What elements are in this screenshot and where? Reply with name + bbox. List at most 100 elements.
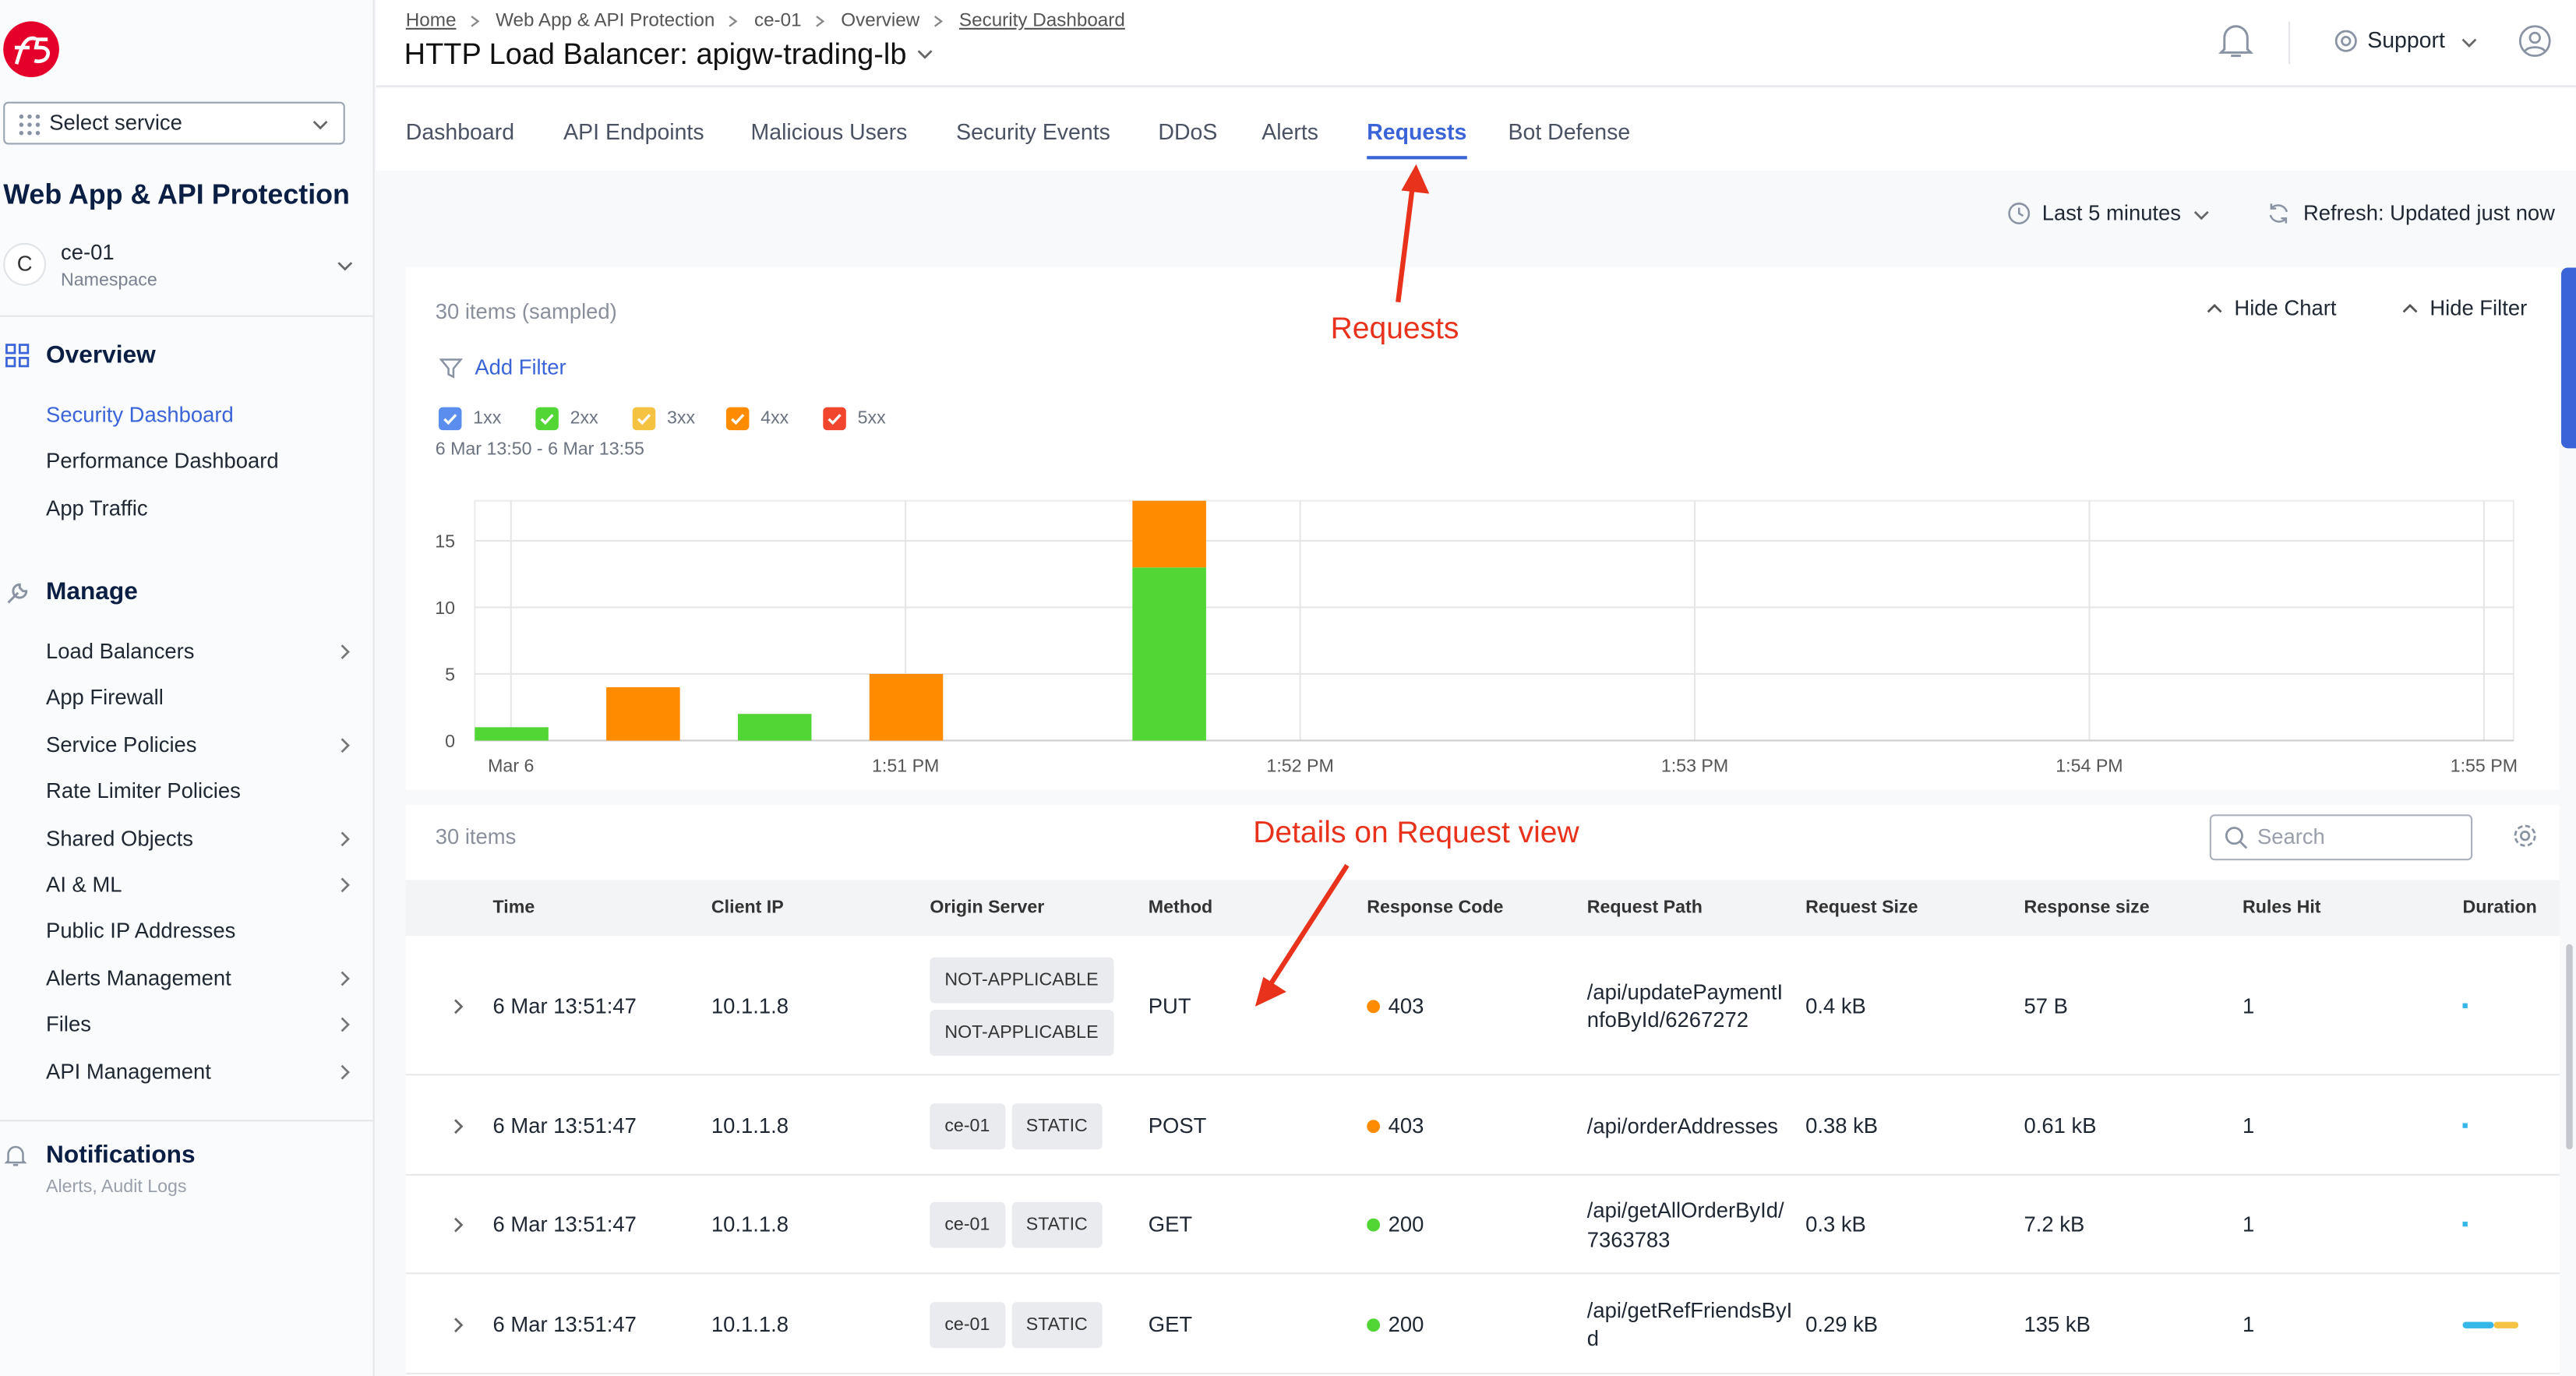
duration-mark (2462, 1221, 2468, 1227)
select-service[interactable]: Select service (3, 101, 345, 145)
nav-item[interactable]: Load Balancers (46, 638, 195, 664)
nav-item[interactable]: Security Dashboard (46, 402, 234, 427)
chevron (2193, 210, 2209, 221)
tab[interactable]: Malicious Users (750, 119, 908, 145)
search-box[interactable]: Search (2209, 814, 2473, 861)
breadcrumb[interactable]: ce-01 (753, 11, 802, 32)
tab[interactable]: Dashboard (405, 119, 515, 145)
hide-filter[interactable]: Hide Filter (2430, 295, 2528, 320)
cell-method: POST (1148, 1112, 1207, 1138)
nav-item[interactable]: Files (46, 1011, 91, 1037)
cell-method: GET (1148, 1311, 1193, 1336)
legend-checkbox[interactable] (823, 407, 846, 431)
origin-tags: ce-01 STATIC (930, 1201, 1135, 1248)
status-dot (1367, 1119, 1381, 1133)
cell-request-path: /api/getAllOrderById/7363783 (1586, 1198, 1784, 1251)
column-header: Rules Hit (2242, 898, 2321, 919)
breadcrumb[interactable]: Home (405, 11, 457, 32)
side-tab[interactable] (2560, 267, 2576, 449)
nav-item[interactable]: API Management (46, 1058, 211, 1084)
nav-item[interactable]: App Firewall (46, 685, 164, 711)
cell-client-ip: 10.1.1.8 (711, 992, 789, 1018)
duration-mark (2462, 1002, 2468, 1007)
chevron[interactable] (335, 736, 355, 755)
column-header: Method (1148, 898, 1213, 919)
column-header: Response Code (1367, 898, 1504, 919)
status-dot (1367, 999, 1381, 1013)
legend-checkbox[interactable] (632, 407, 656, 431)
hide-chart[interactable]: Hide Chart (2234, 295, 2337, 320)
expand-chevron[interactable] (449, 1215, 468, 1234)
clock-icon (2008, 203, 2031, 224)
support-label[interactable]: Support (2367, 27, 2445, 53)
nav-item[interactable]: App Traffic (46, 496, 148, 520)
cell-request-size: 0.38 kB (1805, 1112, 1879, 1138)
legend-checkbox[interactable] (438, 407, 462, 431)
section-subtitle: Alerts, Audit Logs (46, 1177, 187, 1198)
annotation: Details on Request view (1253, 814, 1579, 849)
column-header: Request Path (1586, 898, 1703, 919)
column-header: Origin Server (930, 898, 1045, 919)
breadcrumb[interactable]: Overview (841, 11, 920, 32)
nav-item[interactable]: Rate Limiter Policies (46, 778, 241, 803)
chevron[interactable] (335, 1015, 355, 1035)
bell-icon (4, 1145, 27, 1166)
chevron[interactable] (335, 828, 355, 848)
refresh-icon[interactable] (2267, 202, 2291, 225)
table-row[interactable] (405, 1274, 2560, 1374)
divider (2288, 21, 2291, 65)
tab[interactable]: Alerts (1262, 119, 1319, 145)
expand-chevron[interactable] (449, 1116, 468, 1135)
expand-chevron[interactable] (449, 1314, 468, 1334)
chevron (2402, 304, 2418, 313)
expand-chevron[interactable] (449, 996, 468, 1015)
breadcrumb[interactable]: Security Dashboard (958, 11, 1125, 32)
nav-item[interactable]: AI & ML (46, 872, 122, 897)
chevron[interactable] (335, 875, 355, 894)
chevron[interactable] (915, 44, 934, 64)
legend-label: 4xx (760, 408, 789, 429)
select-service-label: Select service (49, 110, 182, 135)
table-row[interactable] (405, 1075, 2560, 1176)
cell-rules-hit: 1 (2242, 1212, 2255, 1237)
cell-rules-hit: 1 (2242, 1112, 2255, 1138)
namespace-avatar: C (3, 242, 47, 286)
nav-item[interactable]: Performance Dashboard (46, 449, 279, 474)
app-title: Web App & API Protection (3, 178, 350, 210)
chevron (2207, 304, 2222, 313)
user-icon[interactable] (2518, 25, 2551, 58)
legend-checkbox[interactable] (725, 407, 750, 431)
nav-item[interactable]: Public IP Addresses (46, 918, 236, 944)
tab[interactable]: API Endpoints (563, 119, 704, 145)
chevron[interactable] (335, 256, 355, 276)
legend-checkbox[interactable] (535, 407, 559, 431)
table-row[interactable] (405, 1175, 2560, 1275)
nav-item[interactable]: Alerts Management (46, 965, 231, 990)
chevron[interactable] (335, 642, 355, 662)
table-row[interactable] (405, 936, 2560, 1076)
cell-time: 6 Mar 13:51:47 (492, 1311, 637, 1336)
tab[interactable]: Bot Defense (1508, 119, 1631, 145)
tab[interactable]: Requests (1367, 119, 1467, 145)
nav-item[interactable]: Shared Objects (46, 825, 193, 850)
cell-time: 6 Mar 13:51:47 (492, 1112, 637, 1138)
status-dot (1367, 1218, 1381, 1232)
chevron[interactable] (335, 968, 355, 988)
tab[interactable]: DDoS (1158, 119, 1218, 145)
cell-time: 6 Mar 13:51:47 (492, 1212, 637, 1237)
column-header: Response size (2024, 898, 2150, 919)
settings-icon[interactable] (2512, 823, 2539, 849)
chevron[interactable] (335, 1062, 355, 1081)
nav-item[interactable]: Service Policies (46, 732, 197, 757)
tab[interactable]: Security Events (956, 119, 1110, 145)
add-filter[interactable]: Add Filter (475, 355, 566, 379)
breadcrumb[interactable]: Web App & API Protection (496, 11, 715, 32)
section-title: Notifications (46, 1141, 196, 1170)
cell-rules-hit: 1 (2242, 1311, 2255, 1336)
section-title: Manage (46, 577, 138, 606)
time-range[interactable]: Last 5 minutes (2041, 200, 2181, 225)
legend-label: 2xx (570, 408, 598, 429)
bell-icon[interactable] (2218, 23, 2254, 59)
cell-response-size: 7.2 kB (2024, 1212, 2085, 1237)
